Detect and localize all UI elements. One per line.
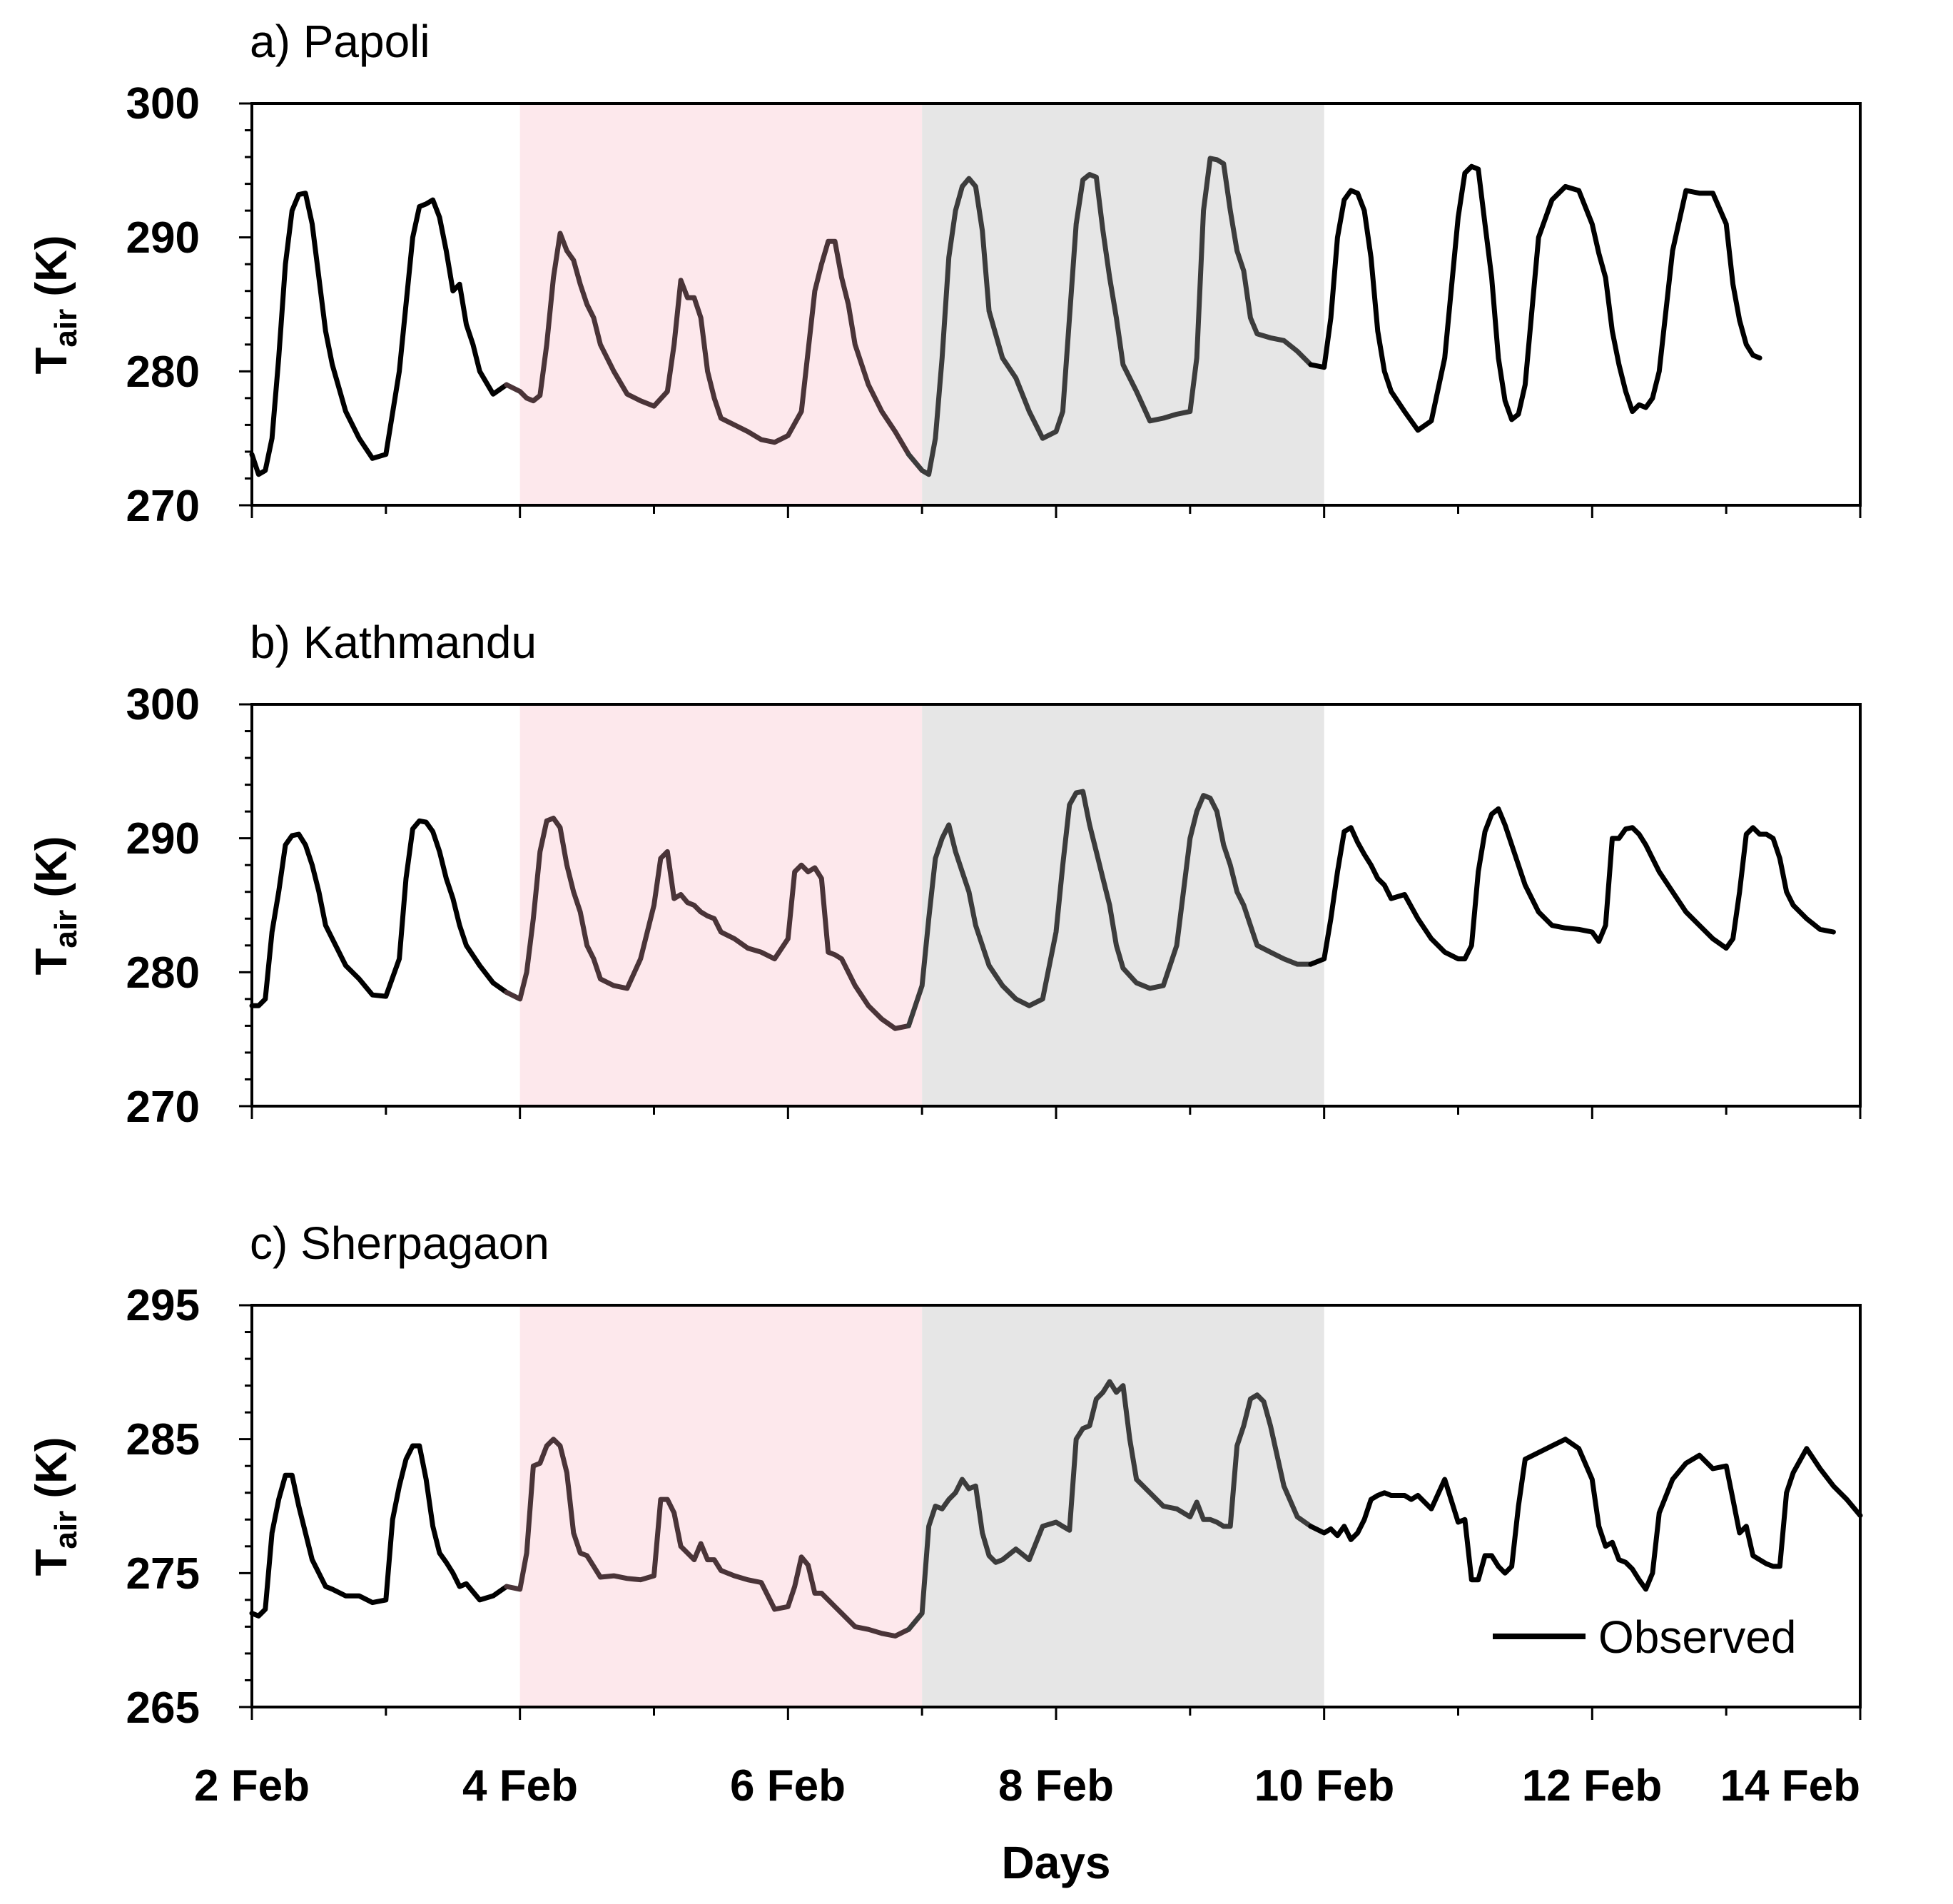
panel-a-shaded-period-2 <box>922 103 1324 505</box>
panel-c-x-axis <box>250 1707 1862 1720</box>
panel-a-ytick-label-290: 290 <box>126 213 200 263</box>
panel-b-shading <box>519 704 1324 1106</box>
panel-b-x-axis <box>250 1106 1862 1119</box>
panel-c-y-axis: 265 275 285 295 <box>126 1281 252 1733</box>
panel-b-shaded-period-2 <box>922 704 1324 1106</box>
xtick-label-14-feb: 14 Feb <box>1720 1761 1860 1811</box>
legend-label-observed: Observed <box>1598 1611 1796 1663</box>
panel-b-ylabel-main: T <box>27 948 76 976</box>
panel-a-title: a) Papoli <box>250 16 430 67</box>
panel-c-ytick-label-265: 265 <box>126 1683 200 1733</box>
panel-c-observed-line-segment-4 <box>1308 1437 1863 1592</box>
panel-b-title: b) Kathmandu <box>250 617 537 668</box>
panel-b-observed-line-segment-4 <box>1308 806 1836 967</box>
panel-c-ytick-label-275: 275 <box>126 1549 200 1599</box>
panel-b-observed-line-segment-3 <box>906 789 1314 1028</box>
panel-a-observed-line-segment-3 <box>906 156 1314 477</box>
panel-c-ylabel-main: T <box>27 1549 76 1576</box>
panel-a-observed-line-segment-4 <box>1308 163 1762 433</box>
panel-b-ylabel-sub: air <box>49 910 83 948</box>
panel-a-observed-line-segment-2 <box>504 231 911 457</box>
panel-c-shaded-period-1 <box>519 1305 923 1707</box>
panel-a-ytick-label-280: 280 <box>126 348 200 397</box>
panel-b-series <box>249 789 1836 1031</box>
panel-b-ylabel-unit: (K) <box>27 836 76 910</box>
panel-c-observed-line-segment-3 <box>906 1379 1314 1632</box>
panel-c-observed-line-segment-2 <box>504 1437 911 1639</box>
xtick-label-8-feb: 8 Feb <box>998 1761 1114 1811</box>
panel-a-ylabel-unit: (K) <box>27 236 76 309</box>
panel-b-ytick-label-300: 300 <box>126 680 200 729</box>
xtick-label-6-feb: 6 Feb <box>730 1761 846 1811</box>
panel-b-ytick-label-290: 290 <box>126 814 200 864</box>
panel-a-shading <box>519 103 1324 505</box>
panel-a-ytick-label-270: 270 <box>126 482 200 531</box>
panel-a-ylabel: Tair (K) <box>27 236 83 375</box>
panel-b: b) Kathmandu 270 280 290 300 Tair (K) <box>27 617 1862 1132</box>
panel-c-series <box>249 1379 1863 1639</box>
x-axis-label: Days <box>1002 1837 1111 1888</box>
panel-a-ytick-label-300: 300 <box>126 79 200 128</box>
legend: Observed <box>1493 1611 1796 1663</box>
panel-c-ytick-label-285: 285 <box>126 1415 200 1464</box>
panel-b-ytick-label-270: 270 <box>126 1083 200 1132</box>
panel-c-shaded-period-2 <box>922 1305 1324 1707</box>
panel-b-ylabel: Tair (K) <box>27 836 83 976</box>
panel-a-series <box>249 156 1762 477</box>
panel-a-shaded-period-1 <box>519 103 923 505</box>
xtick-label-10-feb: 10 Feb <box>1254 1761 1394 1811</box>
xtick-label-2-feb: 2 Feb <box>194 1761 310 1811</box>
panel-c-ytick-label-295: 295 <box>126 1281 200 1330</box>
panel-b-y-axis: 270 280 290 300 <box>126 680 252 1132</box>
xtick-label-12-feb: 12 Feb <box>1522 1761 1662 1811</box>
panel-b-ytick-label-280: 280 <box>126 948 200 998</box>
panel-c-shading <box>519 1305 1324 1707</box>
panel-a-y-axis: 270 280 290 300 <box>126 79 252 531</box>
panel-a-ylabel-sub: air <box>49 309 83 348</box>
panel-c-ylabel-sub: air <box>49 1511 83 1549</box>
panel-a: a) Papoli 270 280 290 300 Tair (K) <box>27 16 1862 531</box>
panel-c-title: c) Sherpagaon <box>250 1217 549 1269</box>
x-tick-labels: 2 Feb 4 Feb 6 Feb 8 Feb 10 Feb 12 Feb 14… <box>194 1761 1860 1811</box>
panel-a-observed-line-segment-1 <box>249 191 509 477</box>
panel-c-observed-line-segment-1 <box>249 1443 509 1619</box>
panel-a-ylabel-main: T <box>27 348 76 375</box>
panel-c: c) Sherpagaon 265 275 285 295 Tair (K) O… <box>27 1217 1863 1733</box>
panel-a-x-axis <box>250 505 1862 518</box>
panel-b-shaded-period-1 <box>519 704 923 1106</box>
panel-b-observed-line-segment-2 <box>504 816 911 1031</box>
panel-c-ylabel-unit: (K) <box>27 1437 76 1511</box>
xtick-label-4-feb: 4 Feb <box>462 1761 578 1811</box>
panel-b-observed-line-segment-1 <box>249 818 509 1008</box>
panel-c-ylabel: Tair (K) <box>27 1437 83 1576</box>
